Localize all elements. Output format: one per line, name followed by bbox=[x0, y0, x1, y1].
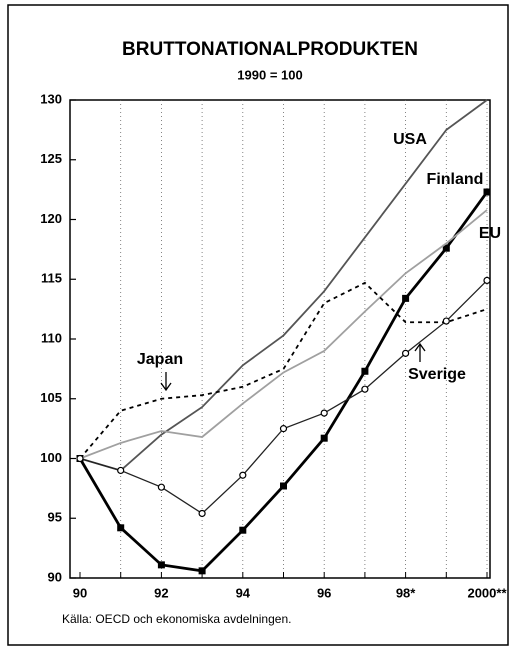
chart-title: BRUTTONATIONALPRODUKTEN bbox=[122, 39, 418, 60]
series-line bbox=[79, 281, 488, 460]
point bbox=[320, 409, 328, 417]
x-tick-label: 98* bbox=[396, 585, 416, 600]
point bbox=[157, 483, 165, 491]
x-tick-label: 94 bbox=[236, 585, 251, 600]
point bbox=[442, 244, 450, 252]
series-label: Japan bbox=[137, 351, 183, 368]
series-line bbox=[79, 209, 488, 460]
y-tick-label: 130 bbox=[40, 91, 62, 106]
series-line bbox=[79, 99, 488, 472]
point bbox=[198, 567, 206, 575]
point bbox=[483, 276, 491, 285]
point bbox=[117, 466, 125, 475]
y-tick-label: 115 bbox=[41, 271, 62, 286]
point bbox=[280, 482, 287, 490]
y-tick-label: 90 bbox=[48, 569, 62, 584]
point bbox=[483, 188, 491, 196]
x-tick-label: 2000** bbox=[467, 585, 507, 600]
point bbox=[157, 561, 165, 569]
point bbox=[361, 367, 369, 375]
point bbox=[239, 471, 247, 479]
point bbox=[361, 385, 369, 393]
y-tick-label: 110 bbox=[41, 330, 62, 345]
source: Källa: OECD och ekonomiska avdelningen. bbox=[62, 612, 291, 626]
y-tick-label: 95 bbox=[48, 510, 62, 525]
x-tick-label: 92 bbox=[154, 585, 168, 600]
arrow bbox=[160, 372, 172, 392]
point bbox=[239, 526, 247, 534]
chart-subtitle: 1990 = 100 bbox=[237, 67, 302, 82]
x-tick-label: 90 bbox=[73, 585, 87, 600]
y-tick-label: 125 bbox=[40, 151, 62, 166]
frame bbox=[7, 4, 509, 646]
x-tick-label: 96 bbox=[317, 585, 331, 600]
point bbox=[117, 524, 125, 532]
point bbox=[198, 509, 206, 518]
arrow bbox=[414, 342, 426, 362]
y-tick-label: 120 bbox=[40, 211, 62, 226]
point bbox=[76, 454, 84, 463]
point bbox=[279, 425, 288, 433]
point bbox=[402, 294, 410, 302]
series-label: Finland bbox=[427, 171, 484, 188]
series-label: EU bbox=[479, 225, 501, 242]
series-label: Sverige bbox=[408, 366, 466, 383]
y-tick-label: 100 bbox=[40, 450, 62, 465]
point bbox=[442, 317, 450, 325]
point bbox=[320, 434, 328, 442]
series-label: USA bbox=[393, 131, 427, 148]
point bbox=[402, 349, 410, 357]
y-tick-label: 105 bbox=[40, 390, 62, 405]
